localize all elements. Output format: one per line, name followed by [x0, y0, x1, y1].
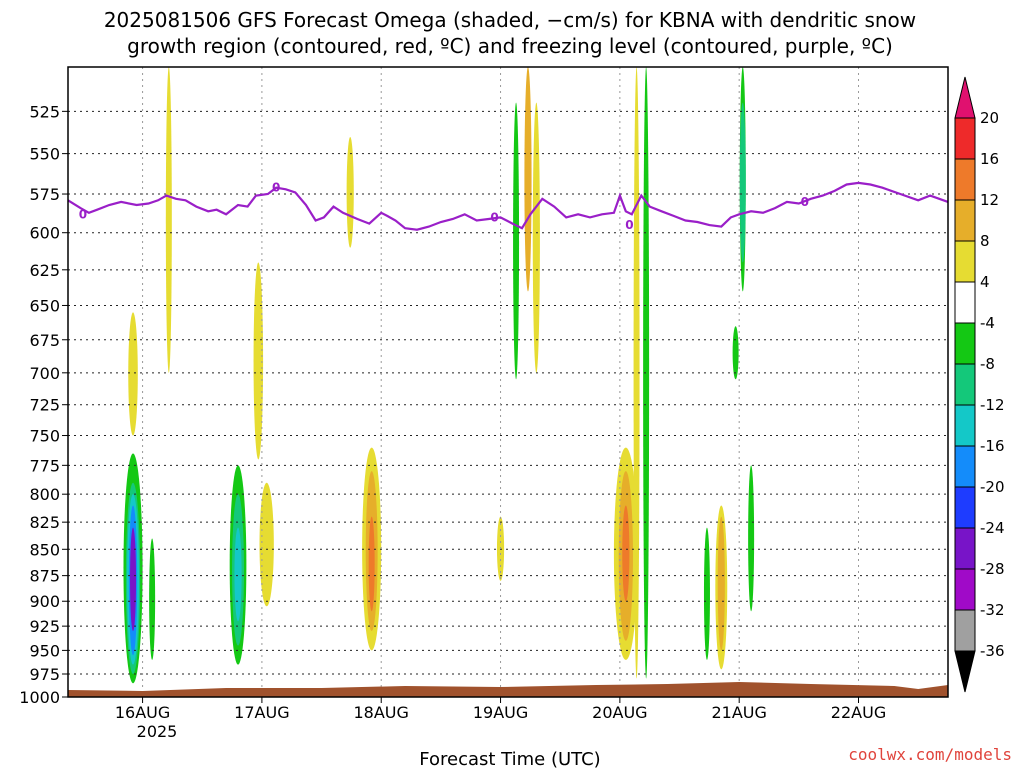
y-tick-label: 525	[29, 102, 60, 121]
omega-shade-cell	[368, 516, 375, 612]
omega-shade-cell	[513, 102, 520, 380]
x-axis-title: Forecast Time (UTC)	[419, 749, 600, 768]
x-tick-label: 21AUG	[711, 703, 766, 722]
colorbar-label: 4	[980, 273, 990, 291]
x-tick-label: 22AUG	[831, 703, 886, 722]
colorbar-segment	[954, 445, 976, 488]
colorbar-label: -20	[980, 478, 1005, 496]
omega-shade-cell	[748, 465, 755, 612]
omega-shade-cell	[253, 262, 264, 460]
colorbar-label: -28	[980, 560, 1005, 578]
plot-area: 0 0 0 0 0	[67, 66, 949, 698]
colorbar-segment	[954, 199, 976, 242]
omega-shade-cell	[346, 136, 354, 248]
y-tick-label: 625	[29, 261, 60, 280]
y-tick-label: 800	[29, 485, 60, 504]
colorbar-label: -16	[980, 437, 1005, 455]
x-tick-label: 20AUG	[592, 703, 647, 722]
omega-shade-cell	[128, 312, 138, 436]
freezing-level-label: 0	[801, 195, 809, 209]
chart-title-line2: growth region (contoured, red, ºC) and f…	[127, 34, 893, 58]
colorbar-label: 12	[980, 191, 999, 209]
y-tick-label: 675	[29, 331, 60, 350]
grid-lines	[68, 67, 948, 698]
colorbar-label: 16	[980, 150, 999, 168]
omega-shade-cell	[739, 102, 746, 263]
y-tick-label: 1000	[19, 688, 60, 707]
omega-shade-cell	[633, 67, 640, 679]
colorbar: 20 16 12 8 4 -4 -8 -12 -16 -20 -24 -28 -32 -36	[954, 76, 1005, 693]
x-axis-ticks: 16AUG 17AUG 18AUG 19AUG 20AUG 21AUG 22AUG	[115, 697, 886, 722]
colorbar-segment	[954, 240, 976, 283]
y-tick-label: 975	[29, 665, 60, 684]
colorbar-segment	[954, 158, 976, 201]
x-year-label: 2025	[137, 722, 178, 741]
y-tick-label: 725	[29, 396, 60, 415]
freezing-level-label: 0	[79, 207, 87, 221]
y-tick-label: 600	[29, 224, 60, 243]
colorbar-label: -24	[980, 519, 1005, 537]
omega-shade-cell	[259, 482, 274, 607]
colorbar-segment	[954, 486, 976, 529]
colorbar-segment	[954, 568, 976, 611]
y-tick-label: 900	[29, 592, 60, 611]
omega-shade-cell	[622, 505, 630, 602]
freezing-level-contour: 0 0 0 0 0	[67, 181, 949, 232]
y-tick-label: 575	[29, 185, 60, 204]
omega-shading	[123, 67, 755, 684]
freezing-level-line	[67, 181, 949, 231]
omega-shade-cell	[149, 538, 156, 660]
y-tick-label: 700	[29, 364, 60, 383]
omega-shade-cell	[703, 527, 710, 660]
freezing-level-label: 0	[490, 210, 498, 224]
colorbar-segment	[954, 117, 976, 160]
omega-shade-cell	[234, 527, 242, 622]
y-tick-label: 550	[29, 145, 60, 164]
colorbar-label: 20	[980, 109, 999, 127]
colorbar-label: -36	[980, 642, 1005, 660]
omega-shade-cell	[717, 516, 725, 651]
y-tick-label: 650	[29, 296, 60, 315]
x-tick-label: 16AUG	[115, 703, 170, 722]
omega-shade-cell	[532, 102, 540, 373]
y-tick-label: 850	[29, 540, 60, 559]
colorbar-label: -8	[980, 355, 995, 373]
omega-shade-cell	[643, 67, 650, 679]
colorbar-label: -32	[980, 601, 1005, 619]
freezing-level-label: 0	[625, 218, 633, 232]
colorbar-label: 8	[980, 232, 990, 250]
colorbar-segment	[954, 322, 976, 365]
y-tick-label: 875	[29, 567, 60, 586]
x-tick-label: 17AUG	[234, 703, 289, 722]
colorbar-segment	[954, 527, 976, 570]
colorbar-segment	[954, 281, 976, 324]
omega-shade-cell	[130, 527, 137, 632]
colorbar-label: -12	[980, 396, 1005, 414]
y-tick-label: 925	[29, 617, 60, 636]
y-tick-label: 825	[29, 513, 60, 532]
chart-title-line1: 2025081506 GFS Forecast Omega (shaded, −…	[104, 8, 916, 32]
omega-shade-cell	[524, 67, 532, 292]
colorbar-segment	[954, 404, 976, 447]
terrain-surface	[68, 682, 948, 697]
x-tick-label: 18AUG	[354, 703, 409, 722]
y-tick-label: 775	[29, 456, 60, 475]
y-axis-ticks: 525 550 575 600 625 650 675 700 725 750 775 800 825 8…	[19, 102, 68, 707]
x-tick-label: 19AUG	[473, 703, 528, 722]
plot-frame	[67, 66, 949, 698]
omega-shade-cell	[732, 326, 739, 380]
y-tick-label: 750	[29, 427, 60, 446]
colorbar-label: -4	[980, 314, 995, 332]
colorbar-bottom-triangle	[954, 650, 976, 693]
colorbar-segment	[954, 363, 976, 406]
omega-shade-cell	[165, 67, 172, 373]
colorbar-top-triangle	[954, 76, 976, 119]
colorbar-segment	[954, 609, 976, 652]
freezing-level-label: 0	[272, 181, 280, 195]
watermark: coolwx.com/models	[848, 745, 1012, 764]
terrain-fill	[68, 682, 948, 697]
y-tick-label: 950	[29, 641, 60, 660]
